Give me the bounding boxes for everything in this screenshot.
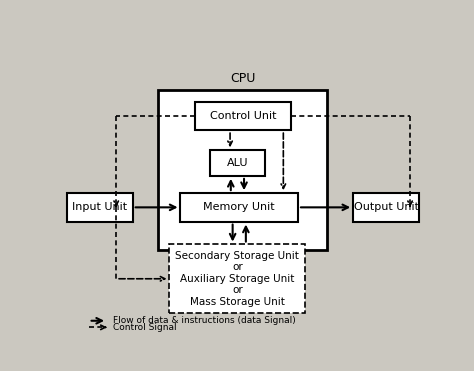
Text: Output Unit: Output Unit <box>354 202 419 212</box>
FancyBboxPatch shape <box>353 193 419 221</box>
FancyBboxPatch shape <box>158 90 328 250</box>
Text: Control Unit: Control Unit <box>210 111 276 121</box>
Text: Secondary Storage Unit
or
Auxiliary Storage Unit
or
Mass Storage Unit: Secondary Storage Unit or Auxiliary Stor… <box>175 250 300 307</box>
FancyBboxPatch shape <box>66 193 133 221</box>
Text: ALU: ALU <box>227 158 248 168</box>
Text: Flow of data & instructions (data Signal): Flow of data & instructions (data Signal… <box>112 316 295 325</box>
FancyBboxPatch shape <box>181 193 298 221</box>
FancyBboxPatch shape <box>195 102 291 130</box>
Text: CPU: CPU <box>230 72 255 85</box>
FancyBboxPatch shape <box>210 150 265 176</box>
Text: Control Signal: Control Signal <box>112 323 176 332</box>
Text: Input Unit: Input Unit <box>72 202 127 212</box>
Text: Memory Unit: Memory Unit <box>203 202 275 212</box>
FancyBboxPatch shape <box>169 244 305 313</box>
